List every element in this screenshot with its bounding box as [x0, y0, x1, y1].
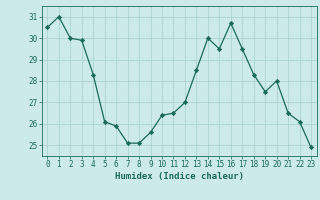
X-axis label: Humidex (Indice chaleur): Humidex (Indice chaleur) — [115, 172, 244, 181]
